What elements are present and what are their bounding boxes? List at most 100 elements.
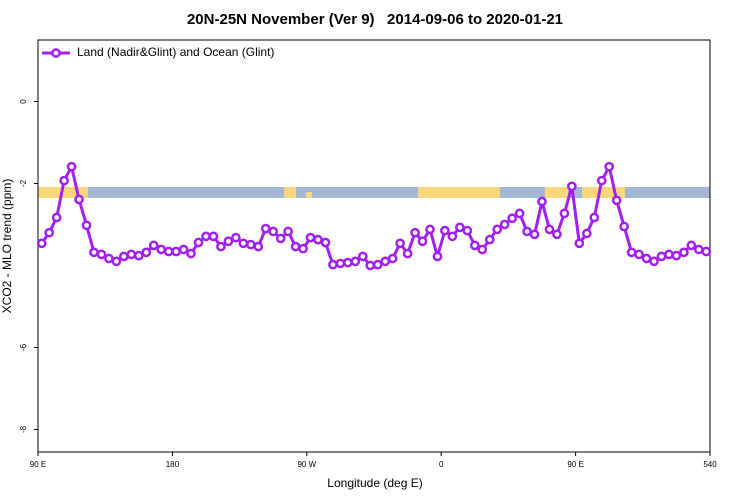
data-point [641, 253, 652, 264]
data-point [290, 241, 301, 252]
data-point [477, 244, 488, 255]
data-point [335, 258, 346, 269]
y-axis-label: XCO2 - MLO trend (ppm) [0, 179, 14, 314]
data-point [148, 240, 159, 251]
data-point [664, 249, 674, 260]
data-point [133, 250, 144, 261]
data-point [365, 260, 376, 271]
data-point [417, 236, 428, 247]
data-point [51, 212, 62, 223]
data-point [440, 225, 450, 236]
data-point [387, 253, 398, 264]
land-band [284, 187, 296, 198]
land-band [545, 187, 625, 198]
data-point [559, 208, 570, 219]
data-point [208, 231, 219, 242]
data-point [425, 224, 435, 235]
data-point [275, 233, 286, 244]
data-point [567, 181, 577, 192]
data-point [260, 223, 271, 234]
data-point [231, 232, 241, 243]
data-point [305, 232, 316, 243]
data-point [679, 247, 689, 258]
data-point [596, 175, 607, 186]
data-point [343, 257, 353, 268]
x-tick-label: 90 E [30, 460, 46, 469]
ocean-band [568, 187, 582, 198]
data-point [402, 248, 413, 259]
data-point [298, 243, 308, 254]
y-tick-label: -2 [19, 179, 28, 187]
data-point [611, 195, 622, 206]
data-point [634, 249, 644, 260]
data-point [507, 213, 517, 224]
data-point [89, 247, 99, 258]
data-point [283, 226, 293, 237]
chart-title: 20N-25N November (Ver 9) 2014-09-06 to 2… [187, 11, 563, 28]
x-tick-label: 90 W [297, 460, 316, 469]
data-point [462, 225, 473, 236]
data-point [81, 220, 92, 231]
data-point [544, 224, 555, 235]
data-line [40, 165, 707, 267]
data-point [686, 240, 697, 251]
data-point [156, 244, 167, 255]
y-tick-label: 0 [19, 99, 28, 104]
ocean-band [38, 187, 710, 198]
data-point [44, 227, 55, 238]
data-point [36, 238, 47, 249]
data-point [514, 208, 525, 219]
data-point [59, 175, 69, 186]
x-tick-label: 90 E [567, 460, 583, 469]
data-point [492, 224, 503, 235]
data-point [656, 251, 667, 262]
data-point [320, 237, 331, 248]
data-point [469, 240, 480, 251]
data-point [96, 249, 107, 260]
data-point [649, 256, 659, 267]
data-point [626, 247, 637, 258]
y-tick-label: -6 [19, 343, 28, 351]
data-point [216, 241, 226, 252]
data-point [186, 248, 196, 259]
x-tick-label: 540 [703, 460, 717, 469]
data-point [328, 259, 338, 270]
data-point [126, 249, 137, 260]
data-point [604, 161, 615, 172]
data-point [380, 256, 391, 267]
land-band [306, 192, 312, 198]
data-point [253, 241, 264, 252]
data-point [693, 244, 704, 255]
data-point [372, 259, 383, 270]
data-point [171, 246, 181, 257]
x-tick-label: 180 [166, 460, 180, 469]
plot-frame [37, 39, 711, 453]
data-point [447, 231, 458, 242]
data-point [163, 246, 174, 257]
data-point [581, 228, 592, 239]
data-point [66, 161, 77, 172]
land-ocean-strip [38, 187, 710, 198]
data-point [537, 196, 547, 207]
legend-marker [51, 48, 61, 58]
land-band [418, 187, 500, 198]
data-point [619, 221, 629, 232]
data-point [529, 229, 540, 240]
data-point [484, 234, 495, 245]
data-point [119, 251, 129, 262]
data-point [193, 237, 204, 248]
data-point [313, 234, 323, 245]
data-point [74, 194, 84, 205]
data-point [552, 229, 562, 240]
data-point [178, 244, 189, 255]
legend-label: Land (Nadir&Glint) and Ocean (Glint) [77, 45, 274, 59]
x-axis-label: Longitude (deg E) [327, 476, 422, 490]
data-point [223, 236, 234, 247]
y-tick-label: -8 [19, 425, 28, 433]
data-point [671, 250, 682, 261]
data-point [432, 251, 443, 262]
data-point [574, 238, 585, 249]
x-tick-label: 0 [439, 460, 444, 469]
data-point [499, 219, 510, 230]
